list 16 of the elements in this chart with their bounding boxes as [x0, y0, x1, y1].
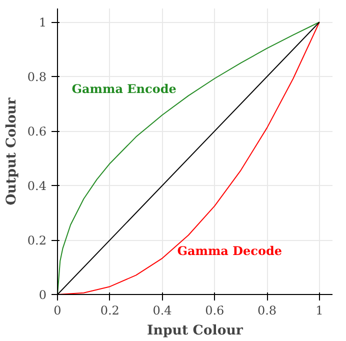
- y-tick-label: 0.2: [27, 234, 47, 248]
- y-tick-label: 0.8: [27, 70, 47, 84]
- y-tick-label: 0: [38, 288, 47, 302]
- x-tick-label: 0: [54, 304, 62, 318]
- series-label: Gamma Encode: [72, 82, 177, 96]
- x-tick-label: 0.2: [100, 304, 120, 318]
- x-axis-title: Input Colour: [147, 322, 244, 338]
- y-tick-label: 0.4: [27, 179, 47, 194]
- x-tick-label: 1: [316, 304, 324, 318]
- x-tick-label: 0.8: [257, 304, 277, 318]
- y-tick-label: 1: [38, 16, 47, 30]
- series-label: Gamma Decode: [177, 244, 282, 258]
- y-axis-title: Output Colour: [3, 96, 20, 206]
- x-tick-label: 0.4: [152, 304, 172, 318]
- y-tick-label: 0.6: [27, 124, 47, 139]
- x-tick-label: 0.6: [205, 304, 224, 318]
